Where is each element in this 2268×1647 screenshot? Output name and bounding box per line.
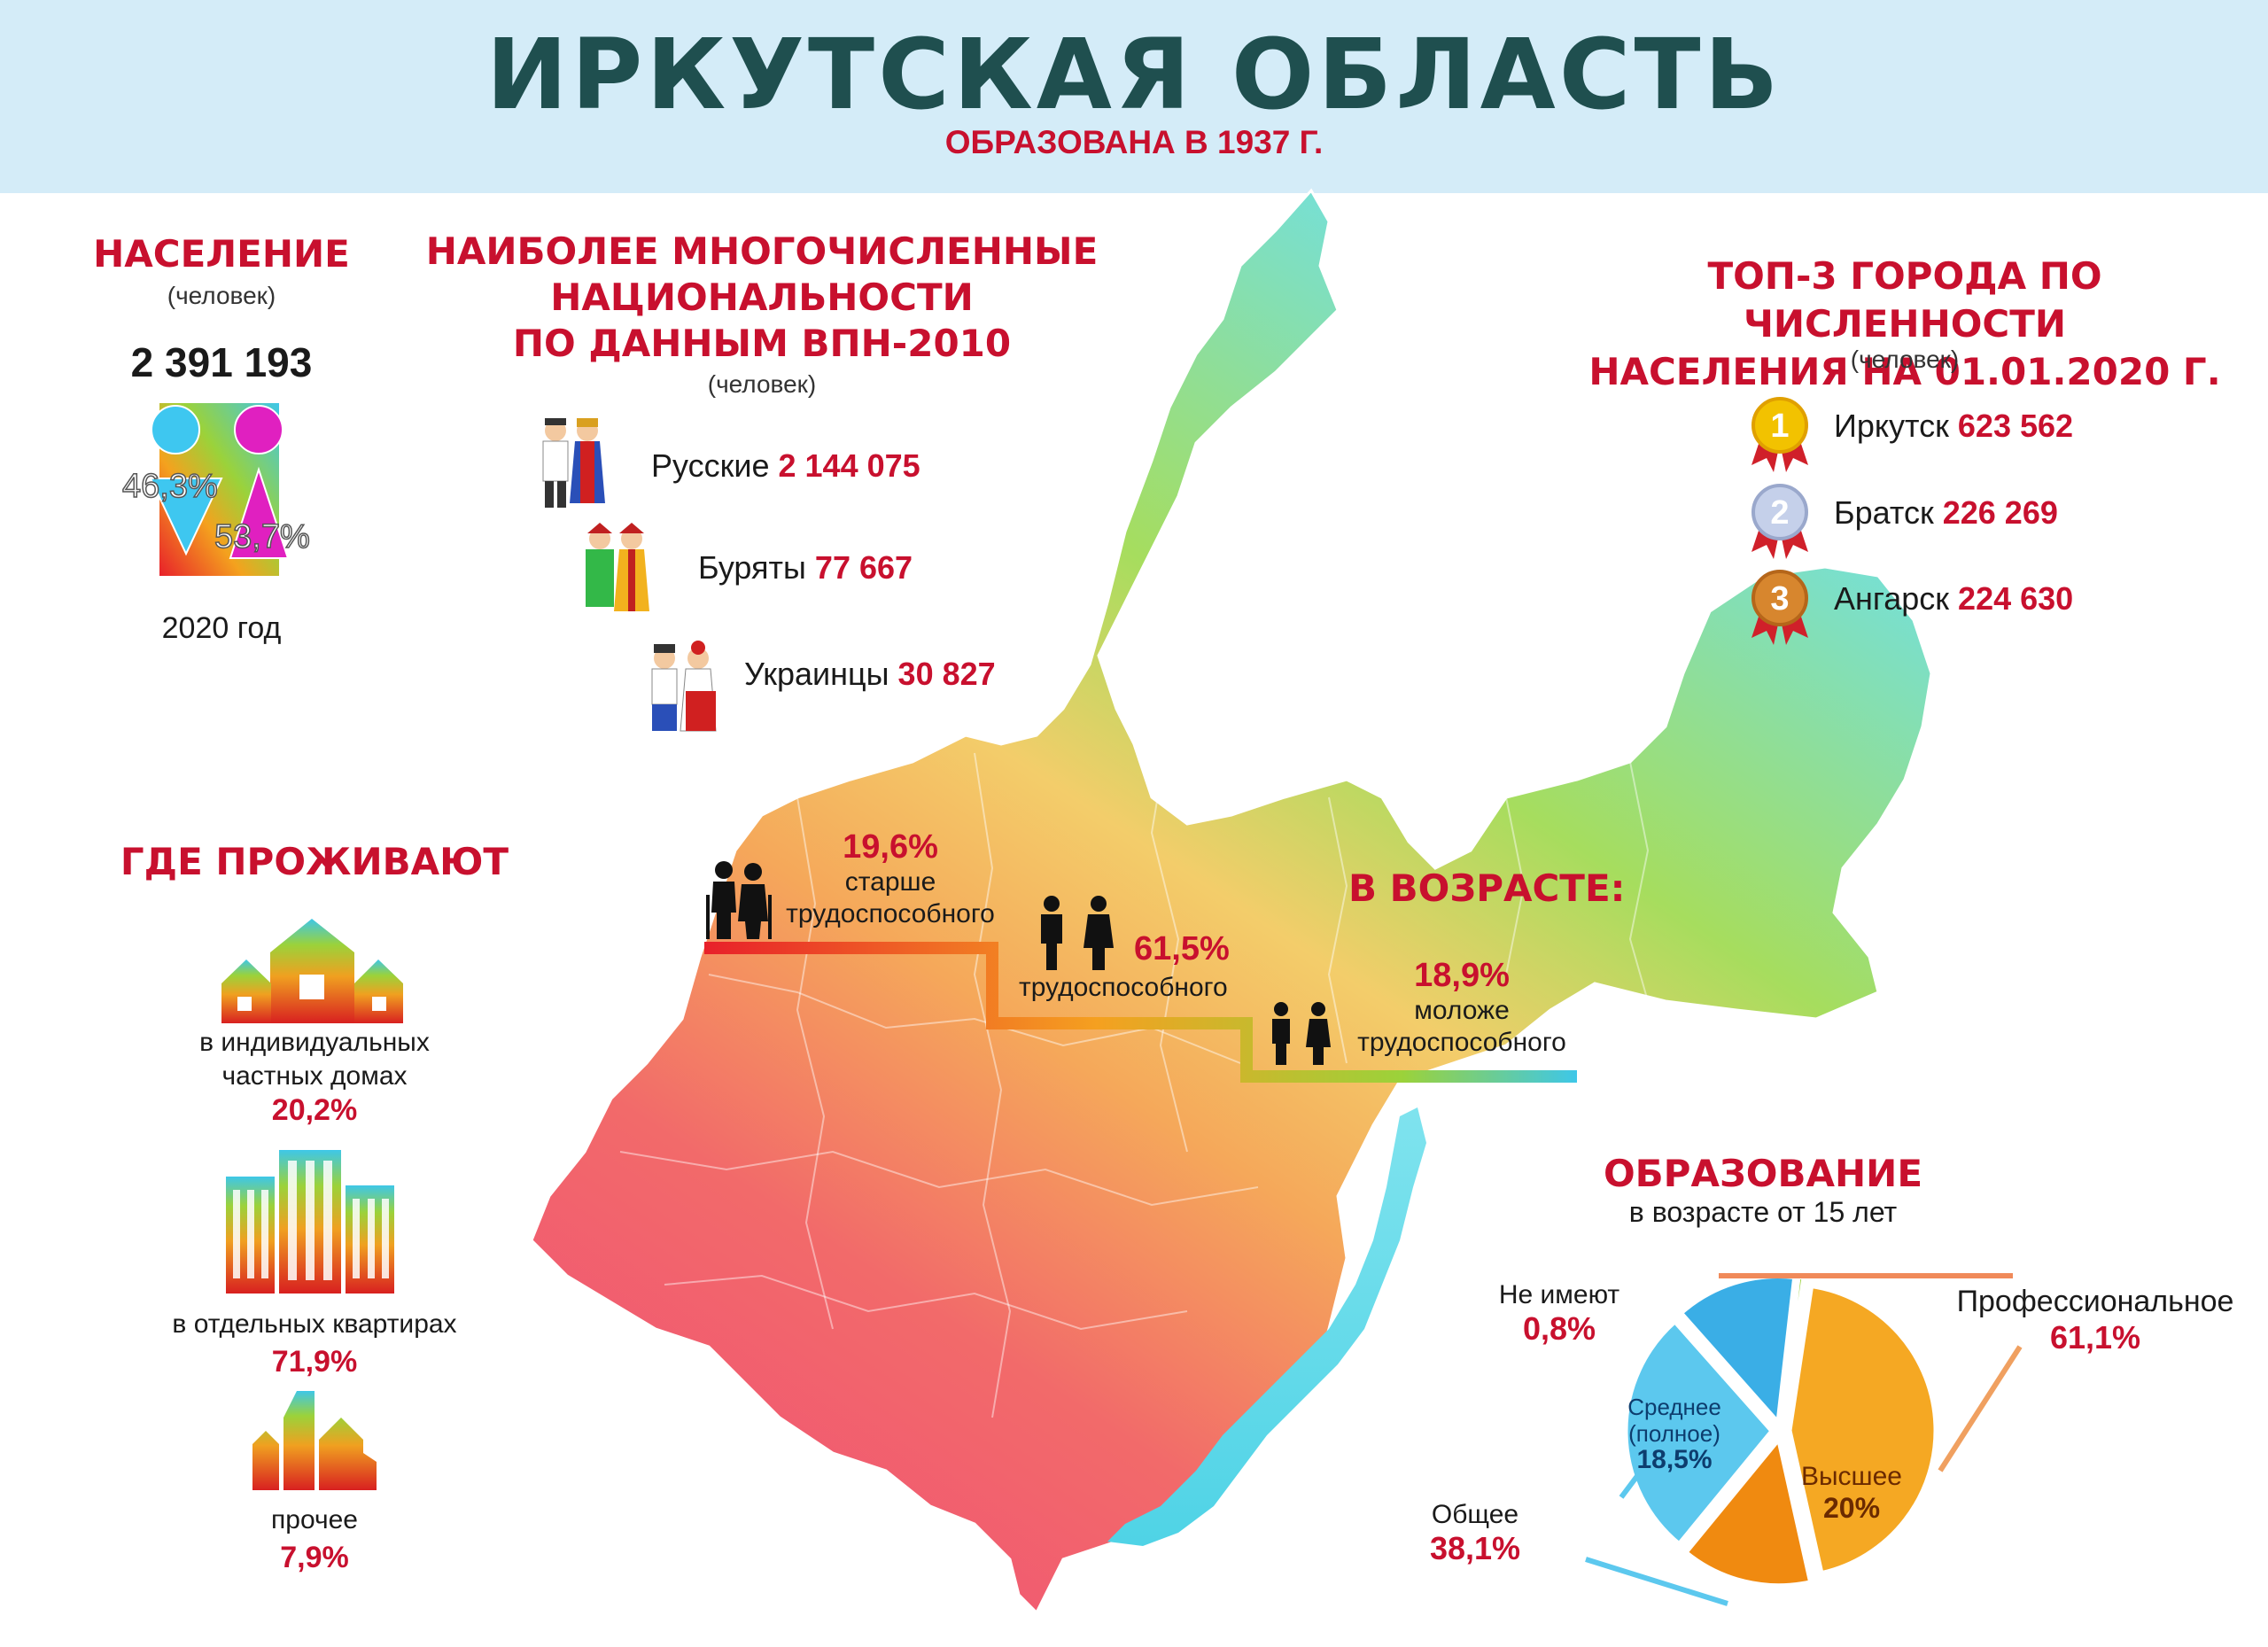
nationalities-unit: (человек)	[707, 370, 817, 398]
edu-label-secondary: Среднее (полное) 18,5%	[1627, 1394, 1721, 1474]
residence-houses: в индивидуальных частных домах 20,2%	[199, 1028, 430, 1127]
house-icon	[221, 919, 403, 1023]
edu-label-general: Общее 38,1%	[1429, 1500, 1521, 1566]
education-leader-lines	[1585, 1273, 2023, 1606]
header-band	[0, 0, 2268, 193]
nationality-russians: Русские 2 144 075	[651, 447, 920, 484]
age-heading: В ВОЗРАСТЕ:	[1348, 866, 1626, 910]
region-shape	[530, 188, 1933, 1615]
svg-text:1: 1	[1770, 408, 1789, 445]
female-triangle-icon	[229, 466, 290, 559]
population-year: 2020 год	[161, 611, 282, 645]
male-percent: 46,3%	[121, 467, 218, 506]
elderly-people-icon	[706, 861, 772, 939]
other-housing-icon	[252, 1391, 377, 1490]
lake-baikal	[1107, 1107, 1426, 1546]
svg-text:2: 2	[1770, 494, 1789, 532]
male-triangle-icon	[149, 478, 223, 556]
education-heading: ОБРАЗОВАНИЕ	[1603, 1152, 1923, 1195]
page-subtitle: ОБРАЗОВАНА В 1937 Г.	[944, 124, 1324, 160]
pie-slice-0	[1787, 1283, 1938, 1576]
top-cities-heading: ТОП-3 ГОРОДА ПО ЧИСЛЕННОСТИ НАСЕЛЕНИЯ НА…	[1588, 254, 2221, 393]
top-cities-unit: (человек)	[1850, 346, 1960, 373]
apartment-building-icon	[226, 1150, 394, 1294]
nationality-buryats: Буряты 77 667	[698, 549, 913, 586]
pie-slice-2	[1623, 1318, 1775, 1548]
children-icon	[1272, 1002, 1331, 1065]
gold-medal-icon: 1	[1751, 397, 1808, 472]
nationalities-heading: НАИБОЛЕЕ МНОГОЧИСЛЕННЫЕ НАЦИОНАЛЬНОСТИ П…	[425, 229, 1099, 365]
city-2: Братск 226 269	[1834, 494, 2058, 531]
working-age-people-icon	[1041, 896, 1114, 970]
gender-graphic	[149, 403, 290, 576]
education-subheading: в возрасте от 15 лет	[1628, 1196, 1898, 1228]
edu-label-none: Не имеют 0,8%	[1498, 1280, 1620, 1347]
page-title: ИРКУТСКАЯ ОБЛАСТЬ	[485, 18, 1783, 131]
svg-text:3: 3	[1770, 580, 1789, 618]
age-older: 19,6% старше трудоспособного	[786, 828, 995, 928]
education-pie-chart	[1623, 1273, 1938, 1589]
age-working-value: 61,5%	[1134, 930, 1230, 967]
population-heading: НАСЕЛЕНИЕ	[93, 232, 350, 276]
population-unit: (человек)	[167, 282, 276, 309]
residence-apartments: в отдельных квартирах 71,9%	[172, 1309, 457, 1379]
bronze-medal-icon: 3	[1751, 570, 1808, 645]
age-working-label: трудоспособного	[1019, 973, 1228, 1002]
residence-other: прочее 7,9%	[271, 1505, 358, 1574]
edu-label-professional: Профессиональное 61,1%	[1956, 1285, 2234, 1356]
buryats-doll-icon	[586, 523, 649, 611]
city-3: Ангарск 224 630	[1834, 580, 2074, 617]
population-value: 2 391 193	[130, 339, 313, 385]
residence-heading: ГДЕ ПРОЖИВАЮТ	[120, 840, 509, 883]
female-percent: 53,7%	[214, 517, 310, 556]
nationality-ukrainians: Украинцы 30 827	[744, 656, 996, 692]
female-circle-icon	[234, 405, 284, 454]
city-1: Иркутск 623 562	[1834, 408, 2074, 444]
silver-medal-icon: 2	[1751, 484, 1808, 559]
pie-slice-1	[1682, 1434, 1814, 1589]
ukrainians-doll-icon	[651, 641, 717, 732]
male-circle-icon	[151, 405, 200, 454]
russians-doll-icon	[542, 418, 605, 508]
age-steps	[704, 942, 1577, 1083]
age-younger: 18,9% моложе трудоспособного	[1357, 957, 1566, 1057]
edu-label-higher: Высшее 20%	[1800, 1462, 1902, 1524]
